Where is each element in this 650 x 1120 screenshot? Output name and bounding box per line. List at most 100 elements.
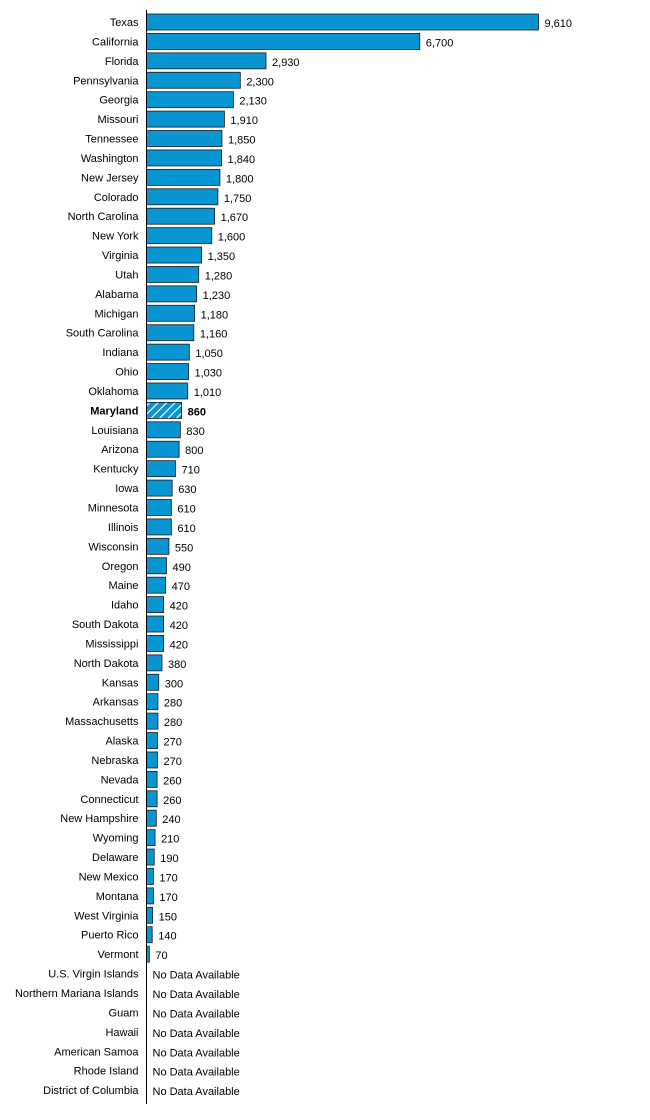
bar-tennessee[interactable] bbox=[146, 130, 223, 147]
bar-missouri[interactable] bbox=[146, 110, 225, 128]
bar-colorado[interactable] bbox=[146, 188, 219, 206]
category-label-michigan: Michigan bbox=[94, 308, 138, 320]
bar-mississippi[interactable] bbox=[146, 635, 165, 652]
bar-new-jersey[interactable] bbox=[146, 168, 221, 186]
value-label-oklahoma: 1,010 bbox=[194, 387, 222, 399]
category-label-wyoming: Wyoming bbox=[93, 833, 139, 845]
category-label-florida: Florida bbox=[105, 56, 140, 68]
value-label-hawaii: No Data Available bbox=[153, 1028, 240, 1040]
value-label-wisconsin: 550 bbox=[175, 542, 193, 554]
bar-oregon[interactable] bbox=[146, 557, 167, 575]
value-label-florida: 2,930 bbox=[272, 57, 300, 69]
bar-kansas[interactable] bbox=[146, 673, 160, 691]
category-label-north-carolina: North Carolina bbox=[68, 211, 140, 223]
bar-maine[interactable] bbox=[146, 576, 167, 594]
value-label-arizona: 800 bbox=[185, 445, 203, 457]
value-label-louisiana: 830 bbox=[186, 426, 204, 438]
bar-alabama[interactable] bbox=[146, 285, 198, 303]
value-label-kentucky: 710 bbox=[181, 465, 199, 477]
bar-south-dakota[interactable] bbox=[146, 615, 165, 633]
category-label-alaska: Alaska bbox=[105, 736, 139, 748]
category-label-new-jersey: New Jersey bbox=[81, 172, 139, 184]
category-label-georgia: Georgia bbox=[99, 95, 139, 107]
category-label-iowa: Iowa bbox=[115, 483, 139, 495]
bar-louisiana[interactable] bbox=[146, 421, 181, 439]
bar-arkansas[interactable] bbox=[146, 693, 159, 711]
category-label-nebraska: Nebraska bbox=[91, 755, 139, 767]
bar-wyoming[interactable] bbox=[146, 829, 156, 847]
bar-michigan[interactable] bbox=[146, 304, 196, 322]
category-label-alabama: Alabama bbox=[95, 289, 139, 301]
bar-massachusetts[interactable] bbox=[146, 712, 159, 730]
category-label-hawaii: Hawaii bbox=[105, 1027, 138, 1039]
category-label-vermont: Vermont bbox=[98, 949, 139, 961]
value-label-vermont: 70 bbox=[155, 950, 167, 962]
value-label-maryland: 860 bbox=[188, 406, 206, 418]
bar-indiana[interactable] bbox=[146, 343, 190, 361]
bar-connecticut[interactable] bbox=[146, 790, 158, 808]
bar-kentucky[interactable] bbox=[146, 460, 176, 478]
bar-arizona[interactable] bbox=[146, 440, 180, 458]
bar-texas[interactable] bbox=[146, 13, 539, 31]
value-label-guam: No Data Available bbox=[153, 1008, 240, 1020]
value-label-maine: 470 bbox=[172, 581, 190, 593]
value-label-new-jersey: 1,800 bbox=[226, 173, 254, 185]
bar-new-hampshire[interactable] bbox=[146, 809, 157, 827]
value-label-kansas: 300 bbox=[165, 678, 183, 690]
bar-oklahoma[interactable] bbox=[146, 382, 189, 400]
bar-puerto-rico[interactable] bbox=[146, 926, 153, 944]
bar-west-virginia[interactable] bbox=[146, 906, 154, 924]
bar-washington[interactable] bbox=[146, 149, 222, 167]
value-label-massachusetts: 280 bbox=[164, 717, 182, 729]
bar-alaska[interactable] bbox=[146, 732, 158, 749]
bar-maryland[interactable] bbox=[146, 401, 182, 419]
bar-north-dakota[interactable] bbox=[146, 654, 163, 672]
value-label-u-s-virgin-islands: No Data Available bbox=[153, 970, 240, 982]
value-label-idaho: 420 bbox=[170, 601, 188, 613]
bar-virginia[interactable] bbox=[146, 246, 202, 264]
value-label-illinois: 610 bbox=[177, 523, 195, 535]
bar-delaware[interactable] bbox=[146, 848, 155, 866]
value-label-new-hampshire: 240 bbox=[162, 814, 180, 826]
bar-iowa[interactable] bbox=[146, 479, 173, 497]
bar-pennsylvania[interactable] bbox=[146, 71, 241, 89]
category-label-texas: Texas bbox=[110, 17, 139, 29]
value-label-utah: 1,280 bbox=[205, 270, 233, 282]
category-label-kansas: Kansas bbox=[102, 677, 139, 689]
value-label-new-mexico: 170 bbox=[159, 872, 177, 884]
bar-california[interactable] bbox=[146, 33, 421, 50]
value-label-american-samoa: No Data Available bbox=[153, 1047, 240, 1059]
bar-nebraska[interactable] bbox=[146, 751, 158, 769]
bar-georgia[interactable] bbox=[146, 91, 234, 109]
category-label-connecticut: Connecticut bbox=[80, 794, 138, 806]
bar-nevada[interactable] bbox=[146, 770, 158, 788]
category-label-kentucky: Kentucky bbox=[93, 464, 139, 476]
category-label-wisconsin: Wisconsin bbox=[88, 541, 138, 553]
category-label-ohio: Ohio bbox=[115, 367, 138, 379]
bar-ohio[interactable] bbox=[146, 363, 189, 380]
category-label-nevada: Nevada bbox=[101, 774, 140, 786]
bar-illinois[interactable] bbox=[146, 518, 172, 536]
category-label-massachusetts: Massachusetts bbox=[65, 716, 139, 728]
bar-south-carolina[interactable] bbox=[146, 324, 195, 342]
bar-new-mexico[interactable] bbox=[146, 868, 154, 885]
category-label-montana: Montana bbox=[96, 891, 140, 903]
bar-new-york[interactable] bbox=[146, 227, 213, 245]
category-label-maryland: Maryland bbox=[90, 405, 138, 417]
value-label-north-dakota: 380 bbox=[168, 659, 186, 671]
category-label-pennsylvania: Pennsylvania bbox=[73, 75, 139, 87]
value-label-arkansas: 280 bbox=[164, 698, 182, 710]
bar-florida[interactable] bbox=[146, 52, 267, 70]
bar-wisconsin[interactable] bbox=[146, 537, 170, 555]
category-label-puerto-rico: Puerto Rico bbox=[81, 930, 138, 942]
value-label-nebraska: 270 bbox=[164, 756, 182, 768]
bar-utah[interactable] bbox=[146, 266, 200, 283]
value-label-california: 6,700 bbox=[426, 37, 454, 49]
value-label-michigan: 1,180 bbox=[201, 309, 229, 321]
bar-idaho[interactable] bbox=[146, 596, 165, 613]
bar-montana[interactable] bbox=[146, 887, 154, 905]
value-label-rhode-island: No Data Available bbox=[153, 1067, 240, 1079]
bar-minnesota[interactable] bbox=[146, 499, 172, 516]
bar-north-carolina[interactable] bbox=[146, 207, 216, 225]
